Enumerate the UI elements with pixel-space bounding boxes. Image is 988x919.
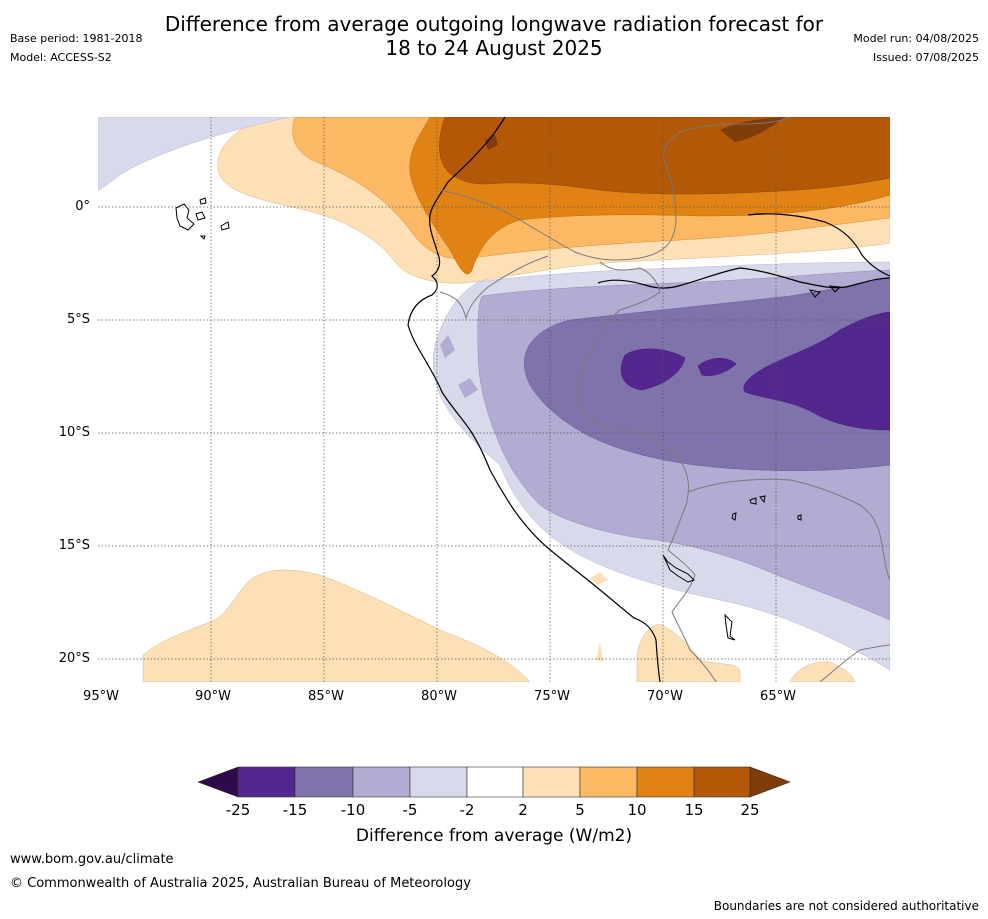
colorbar-tick: -25 <box>225 801 251 819</box>
colorbar-bin-neg5-neg2 <box>409 766 468 798</box>
colorbar-tick: -2 <box>459 801 475 819</box>
model-name: Model: ACCESS-S2 <box>10 51 112 64</box>
colorbar-bin-neg15-neg10 <box>294 766 354 798</box>
colorbar-tick: -10 <box>340 801 366 819</box>
country-border-2 <box>439 255 549 320</box>
lon-label-85w: 85°W <box>308 689 344 704</box>
colorbar-bin-neg2-2 <box>466 766 524 798</box>
lon-label-70w: 70°W <box>647 689 683 704</box>
contour-neg15-neg25-center <box>620 348 686 391</box>
contour-gt-25 <box>720 117 785 142</box>
lat-label-10s: 10°S <box>58 425 90 440</box>
copyright-notice: © Commonwealth of Australia 2025, Austra… <box>10 876 471 891</box>
contour-neg5-coastal-patch <box>440 335 455 358</box>
lat-label-0: 0° <box>75 199 90 214</box>
base-period: Base period: 1981-2018 <box>10 32 143 45</box>
contour-2-5-southwest <box>142 569 531 682</box>
lon-label-75w: 75°W <box>534 689 570 704</box>
galapagos-islands <box>175 197 230 240</box>
amazon-delta-islands <box>808 285 842 298</box>
lat-label-5s: 5°S <box>66 312 90 327</box>
boundary-disclaimer: Boundaries are not considered authoritat… <box>713 899 979 913</box>
contour-2-5-small-2 <box>596 642 603 662</box>
site-url: www.bom.gov.au/climate <box>10 852 174 867</box>
title-line-2: 18 to 24 August 2025 <box>385 36 603 60</box>
country-border-5 <box>819 644 890 682</box>
issued-date: Issued: 07/08/2025 <box>872 51 979 64</box>
contour-neg15-neg25-small <box>697 358 737 376</box>
colorbar-tick: -5 <box>402 801 418 819</box>
contour-neg2-neg5-north <box>98 117 291 191</box>
contour-neg15-neg25-east <box>743 311 890 431</box>
map-panel <box>98 117 890 682</box>
colorbar-bin-neg10-neg5 <box>352 766 411 798</box>
colorbar-bin-5-10 <box>579 766 638 798</box>
lon-label-90w: 90°W <box>195 689 231 704</box>
colorbar-bin-15-25 <box>693 766 751 798</box>
colorbar <box>197 766 791 798</box>
negative-anomaly-region <box>98 117 890 671</box>
country-border-3 <box>577 261 717 682</box>
lat-label-20s: 20°S <box>58 651 90 666</box>
colorbar-tick: -15 <box>282 801 308 819</box>
chart-title: Difference from average outgoing longwav… <box>0 12 988 60</box>
colorbar-extend-max <box>749 766 791 798</box>
colorbar-bin-10-15 <box>636 766 695 798</box>
lon-label-65w: 65°W <box>760 689 796 704</box>
lake-titicaca <box>662 495 802 641</box>
lon-label-80w: 80°W <box>421 689 457 704</box>
colorbar-tick: 10 <box>627 801 647 819</box>
title-line-1: Difference from average outgoing longwav… <box>164 12 824 36</box>
country-border-1 <box>439 117 791 261</box>
lat-label-15s: 15°S <box>58 538 90 553</box>
lon-label-95w: 95°W <box>83 689 119 704</box>
contour-2-5-small-1 <box>590 572 608 585</box>
colorbar-bin-neg25-neg15 <box>237 766 296 798</box>
colorbar-tick: 2 <box>518 801 528 819</box>
contour-15-25 <box>439 117 890 195</box>
colorbar-extend-min <box>197 766 239 798</box>
graticule <box>98 117 890 682</box>
contour-gt-25-small <box>485 134 498 150</box>
colorbar-tick: 15 <box>684 801 704 819</box>
northern-coastline <box>747 213 890 277</box>
colorbar-tick: 5 <box>575 801 585 819</box>
colorbar-tick: 25 <box>740 801 760 819</box>
amazon-coastline <box>597 267 890 289</box>
colorbar-bin-2-5 <box>522 766 581 798</box>
country-border-4 <box>687 478 890 581</box>
model-run-date: Model run: 04/08/2025 <box>853 32 979 45</box>
colorbar-title: Difference from average (W/m2) <box>355 826 633 846</box>
contour-neg5-coastal-patch-2 <box>458 378 478 398</box>
coastline <box>407 117 661 682</box>
